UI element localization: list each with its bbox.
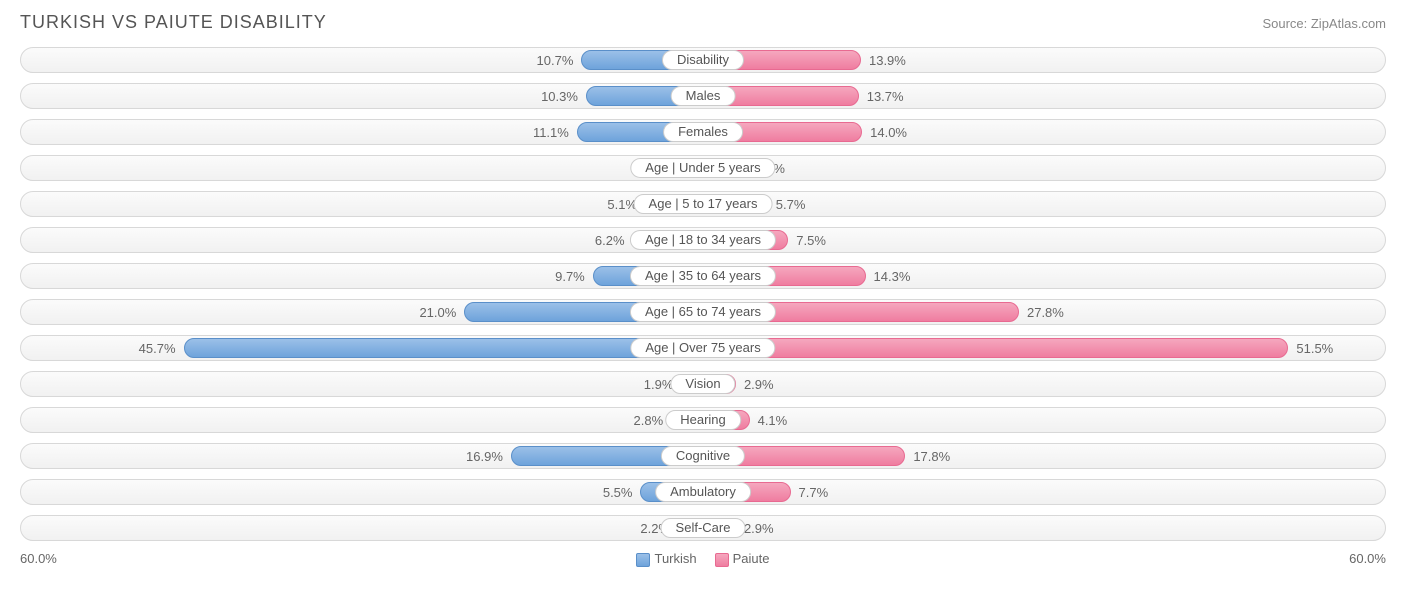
chart-row: 1.9% 2.9% Vision <box>20 371 1386 397</box>
legend-item: Turkish <box>636 551 696 567</box>
chart-row: 2.8% 4.1% Hearing <box>20 407 1386 433</box>
chart-row: 11.1% 14.0% Females <box>20 119 1386 145</box>
legend-label: Paiute <box>733 551 770 566</box>
value-left: 10.3% <box>541 84 578 110</box>
chart-row: 2.2%2.9%Self-Care <box>20 515 1386 541</box>
value-left: 9.7% <box>555 264 585 290</box>
chart-row: 1.1%3.9%Age | Under 5 years <box>20 155 1386 181</box>
legend-swatch <box>715 553 729 567</box>
category-pill: Vision <box>670 374 735 394</box>
value-right: 14.3% <box>874 264 911 290</box>
value-left: 45.7% <box>139 336 176 362</box>
chart-row: 16.9% 17.8% Cognitive <box>20 443 1386 469</box>
category-pill: Age | 35 to 64 years <box>630 266 776 286</box>
chart-title: TURKISH VS PAIUTE DISABILITY <box>20 12 327 33</box>
bar-left <box>184 338 703 358</box>
source-attribution: Source: ZipAtlas.com <box>1262 16 1386 31</box>
category-pill: Age | Over 75 years <box>630 338 775 358</box>
category-pill: Age | 65 to 74 years <box>630 302 776 322</box>
chart-footer: 60.0% Turkish Paiute 60.0% <box>20 551 1386 567</box>
category-pill: Age | Under 5 years <box>630 158 775 178</box>
value-right: 7.5% <box>796 228 826 254</box>
category-pill: Disability <box>662 50 744 70</box>
value-right: 17.8% <box>913 444 950 470</box>
value-left: 10.7% <box>537 48 574 74</box>
value-right: 14.0% <box>870 120 907 146</box>
chart-row: 9.7% 14.3% Age | 35 to 64 years <box>20 263 1386 289</box>
legend: Turkish Paiute <box>636 551 769 567</box>
chart-row: 6.2% 7.5% Age | 18 to 34 years <box>20 227 1386 253</box>
value-left: 6.2% <box>595 228 625 254</box>
value-right: 5.7% <box>776 192 806 218</box>
category-pill: Males <box>671 86 736 106</box>
chart-row: 10.7% 13.9% Disability <box>20 47 1386 73</box>
value-left: 5.5% <box>603 480 633 506</box>
value-left: 11.1% <box>533 120 569 146</box>
chart-row: 45.7% 51.5% Age | Over 75 years <box>20 335 1386 361</box>
category-pill: Females <box>663 122 743 142</box>
diverging-bar-chart: 10.7% 13.9% Disability 10.3% 13.7% Males 11.1%… <box>20 47 1386 541</box>
value-right: 7.7% <box>799 480 829 506</box>
value-right: 13.9% <box>869 48 906 74</box>
chart-row: 10.3% 13.7% Males <box>20 83 1386 109</box>
bar-right <box>703 338 1288 358</box>
legend-label: Turkish <box>654 551 696 566</box>
legend-swatch <box>636 553 650 567</box>
value-right: 4.1% <box>758 408 788 434</box>
value-left: 21.0% <box>419 300 456 326</box>
axis-max-left: 60.0% <box>20 551 57 566</box>
legend-item: Paiute <box>715 551 770 567</box>
header: TURKISH VS PAIUTE DISABILITY Source: Zip… <box>20 12 1386 33</box>
axis-max-right: 60.0% <box>1349 551 1386 566</box>
value-left: 1.9% <box>644 372 674 398</box>
category-pill: Age | 5 to 17 years <box>634 194 773 214</box>
value-right: 27.8% <box>1027 300 1064 326</box>
value-left: 2.8% <box>634 408 664 434</box>
category-pill: Cognitive <box>661 446 745 466</box>
category-pill: Hearing <box>665 410 741 430</box>
category-pill: Self-Care <box>661 518 746 538</box>
value-left: 5.1% <box>607 192 637 218</box>
category-pill: Age | 18 to 34 years <box>630 230 776 250</box>
value-right: 13.7% <box>867 84 904 110</box>
value-right: 2.9% <box>744 516 774 542</box>
value-left: 16.9% <box>466 444 503 470</box>
category-pill: Ambulatory <box>655 482 751 502</box>
value-right: 2.9% <box>744 372 774 398</box>
chart-row: 5.5% 7.7% Ambulatory <box>20 479 1386 505</box>
chart-row: 21.0% 27.8% Age | 65 to 74 years <box>20 299 1386 325</box>
chart-row: 5.1% 5.7%Age | 5 to 17 years <box>20 191 1386 217</box>
value-right: 51.5% <box>1296 336 1333 362</box>
